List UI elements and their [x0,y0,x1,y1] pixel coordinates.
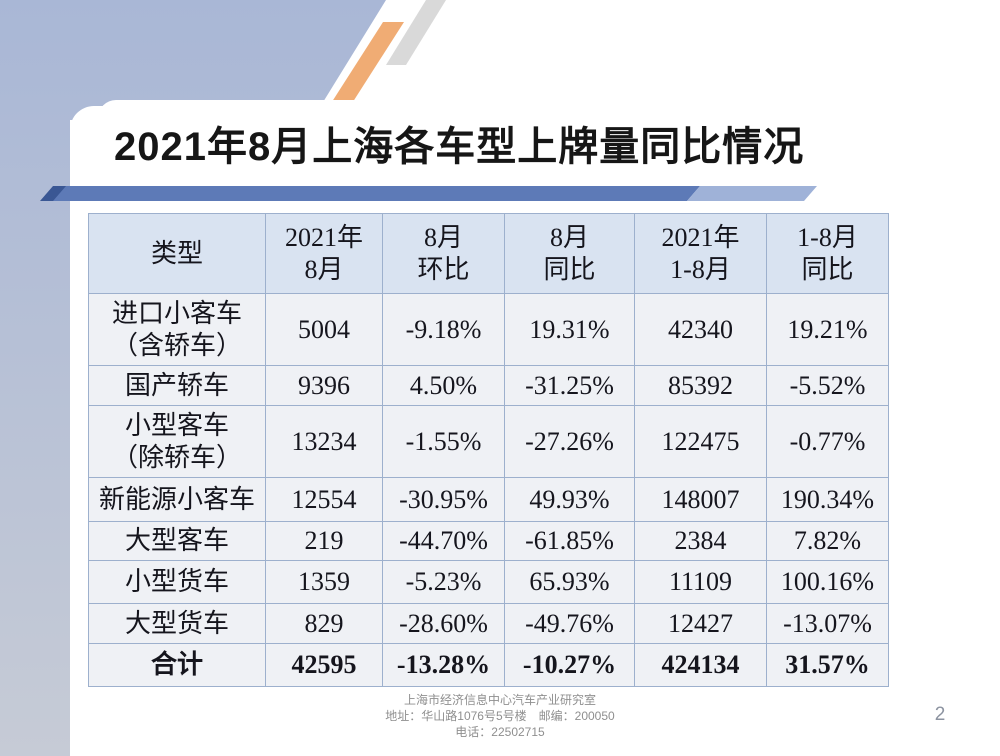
type-cell: 国产轿车 [88,365,266,406]
table-row-total: 合计 42595 -13.28% -10.27% 424134 31.57% [88,643,889,687]
value-cell: -28.60% [382,603,505,644]
value-cell: -61.85% [504,521,635,561]
value-cell: 9396 [265,365,383,406]
value-cell: -13.28% [382,643,505,687]
value-cell: 12427 [634,603,767,644]
value-cell: -27.26% [504,405,635,478]
value-cell: 219 [265,521,383,561]
table-row-nev-passenger: 新能源小客车 12554 -30.95% 49.93% 148007 190.3… [88,477,889,522]
table-header-row: 类型 2021年 8月 8月 环比 8月 同比 2021年 1-8月 1-8月 同比 [88,213,889,294]
value-cell: -5.23% [382,560,505,604]
value-cell: -9.18% [382,293,505,366]
value-cell: 13234 [265,405,383,478]
type-cell: 小型客车 （除轿车） [88,405,266,478]
value-cell: 7.82% [766,521,889,561]
page-number: 2 [934,704,946,725]
value-cell: -44.70% [382,521,505,561]
registration-table: 类型 2021年 8月 8月 环比 8月 同比 2021年 1-8月 1-8月 同比 [88,213,889,687]
value-cell: -0.77% [766,405,889,478]
header-cell-aug2021: 2021年 8月 [265,213,383,294]
value-cell: 100.16% [766,560,889,604]
value-cell: 829 [265,603,383,644]
value-cell: -31.25% [504,365,635,406]
value-cell: 42340 [634,293,767,366]
value-cell: 11109 [634,560,767,604]
value-cell: 42595 [265,643,383,687]
value-cell: 65.93% [504,560,635,604]
value-cell: 4.50% [382,365,505,406]
blue-corner-band-shape [0,0,386,756]
value-cell: 190.34% [766,477,889,522]
gray-stripe [386,0,446,65]
footer: 上海市经济信息中心汽车产业研究室 地址：华山路1076号5号楼 邮编：20005… [250,692,750,740]
header-cell-aug-mom: 8月 环比 [382,213,505,294]
value-cell: 148007 [634,477,767,522]
value-cell: 122475 [634,405,767,478]
value-cell: 5004 [265,293,383,366]
value-cell: -5.52% [766,365,889,406]
value-cell: 19.21% [766,293,889,366]
orange-stripe [328,22,404,108]
value-cell: -1.55% [382,405,505,478]
value-cell: 19.31% [504,293,635,366]
type-cell: 合计 [88,643,266,687]
slide-title: 2021年8月上海各车型上牌量同比情况 [114,125,805,169]
value-cell: -13.07% [766,603,889,644]
table-row-small-passenger: 小型客车 （除轿车） 13234 -1.55% -27.26% 122475 -0… [88,405,889,478]
footer-phone-line: 电话：22502715 [455,725,545,739]
value-cell: 2384 [634,521,767,561]
value-cell: -10.27% [504,643,635,687]
table-row-large-bus: 大型客车 219 -44.70% -61.85% 2384 7.82% [88,521,889,561]
footer-org-line: 上海市经济信息中心汽车产业研究室 [403,693,596,707]
bar-light-segment [687,186,817,201]
header-cell-aug-yoy: 8月 同比 [504,213,635,294]
value-cell: 85392 [634,365,767,406]
type-cell: 小型货车 [88,560,266,604]
value-cell: -30.95% [382,477,505,522]
table-row-small-truck: 小型货车 1359 -5.23% 65.93% 11109 100.16% [88,560,889,604]
table-row-imported-passenger: 进口小客车 （含轿车） 5004 -9.18% 19.31% 42340 19.2… [88,293,889,366]
value-cell: 49.93% [504,477,635,522]
header-cell-type: 类型 [88,213,266,294]
title-box: 2021年8月上海各车型上牌量同比情况 [98,100,812,186]
value-cell: 12554 [265,477,383,522]
header-cell-jan-aug-yoy: 1-8月 同比 [766,213,889,294]
footer-address-line: 地址：华山路1076号5号楼 邮编：200050 [385,709,615,723]
value-cell: 31.57% [766,643,889,687]
table-row-large-truck: 大型货车 829 -28.60% -49.76% 12427 -13.07% [88,603,889,644]
table-row-domestic-sedan: 国产轿车 9396 4.50% -31.25% 85392 -5.52% [88,365,889,406]
value-cell: 424134 [634,643,767,687]
bar-main-segment [53,186,700,201]
type-cell: 大型货车 [88,603,266,644]
type-cell: 新能源小客车 [88,477,266,522]
value-cell: -49.76% [504,603,635,644]
type-cell: 大型客车 [88,521,266,561]
header-cell-jan-aug: 2021年 1-8月 [634,213,767,294]
value-cell: 1359 [265,560,383,604]
type-cell: 进口小客车 （含轿车） [88,293,266,366]
